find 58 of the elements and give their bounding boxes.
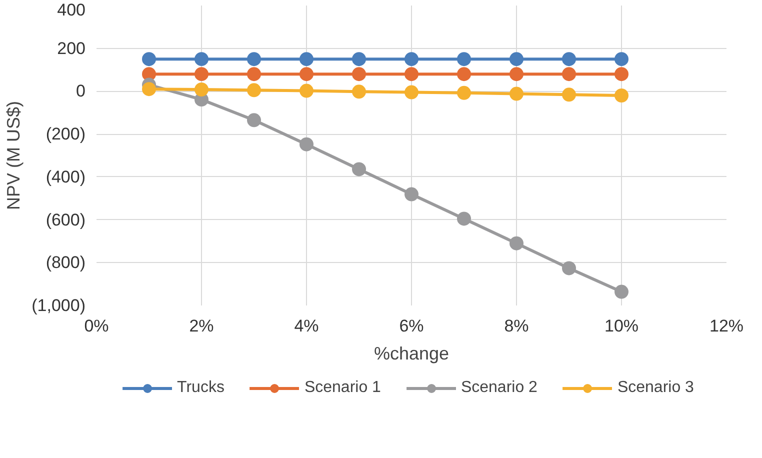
point xyxy=(457,52,471,66)
point xyxy=(404,85,418,100)
y-tick-label: (400) xyxy=(46,167,86,186)
point xyxy=(457,212,471,226)
point xyxy=(300,137,314,152)
x-tick-label: 8% xyxy=(504,316,529,336)
legend-label: Trucks xyxy=(177,379,224,397)
point xyxy=(352,67,366,82)
y-tick-label: (600) xyxy=(46,210,86,230)
point xyxy=(562,261,576,276)
legend-label: Scenario 3 xyxy=(617,379,694,397)
point xyxy=(510,52,524,66)
point xyxy=(142,52,156,66)
y-tick-label: 400 xyxy=(57,0,86,20)
point xyxy=(614,88,628,102)
point xyxy=(404,187,418,202)
point xyxy=(142,82,156,96)
point xyxy=(300,52,314,66)
x-tick-label: 6% xyxy=(399,316,424,336)
point xyxy=(194,67,208,82)
point xyxy=(194,82,208,96)
point xyxy=(352,52,366,66)
point xyxy=(404,67,418,82)
point xyxy=(562,52,576,66)
legend-label: Scenario 1 xyxy=(304,379,381,397)
x-tick-label: 12% xyxy=(709,316,744,336)
point xyxy=(300,84,314,98)
point xyxy=(352,84,366,99)
x-tick-label: 0% xyxy=(84,316,109,336)
y-tick-label: (1,000) xyxy=(32,296,86,315)
point xyxy=(562,67,576,82)
x-tick-label: 4% xyxy=(294,316,319,336)
point xyxy=(457,86,471,100)
point xyxy=(352,162,366,176)
point xyxy=(404,52,418,66)
point xyxy=(247,113,261,128)
point xyxy=(247,52,261,66)
point xyxy=(510,86,524,101)
y-tick-label: 0 xyxy=(76,82,86,101)
point xyxy=(614,67,628,82)
y-tick-label: 200 xyxy=(57,38,86,58)
point xyxy=(247,83,261,98)
x-tick-label: 2% xyxy=(189,316,214,336)
point xyxy=(614,52,628,66)
y-tick-label: (200) xyxy=(46,124,86,144)
x-axis-title: %change xyxy=(374,344,450,364)
y-axis-title: NPV (M US$) xyxy=(4,100,24,210)
point xyxy=(614,284,628,299)
point xyxy=(562,88,576,102)
point xyxy=(510,67,524,82)
point xyxy=(194,52,208,66)
point xyxy=(300,67,314,82)
point xyxy=(510,236,524,250)
point xyxy=(457,67,471,82)
y-tick-label: (800) xyxy=(46,253,86,272)
point xyxy=(247,67,261,82)
x-tick-label: 10% xyxy=(604,316,639,336)
legend-label: Scenario 2 xyxy=(460,379,538,397)
